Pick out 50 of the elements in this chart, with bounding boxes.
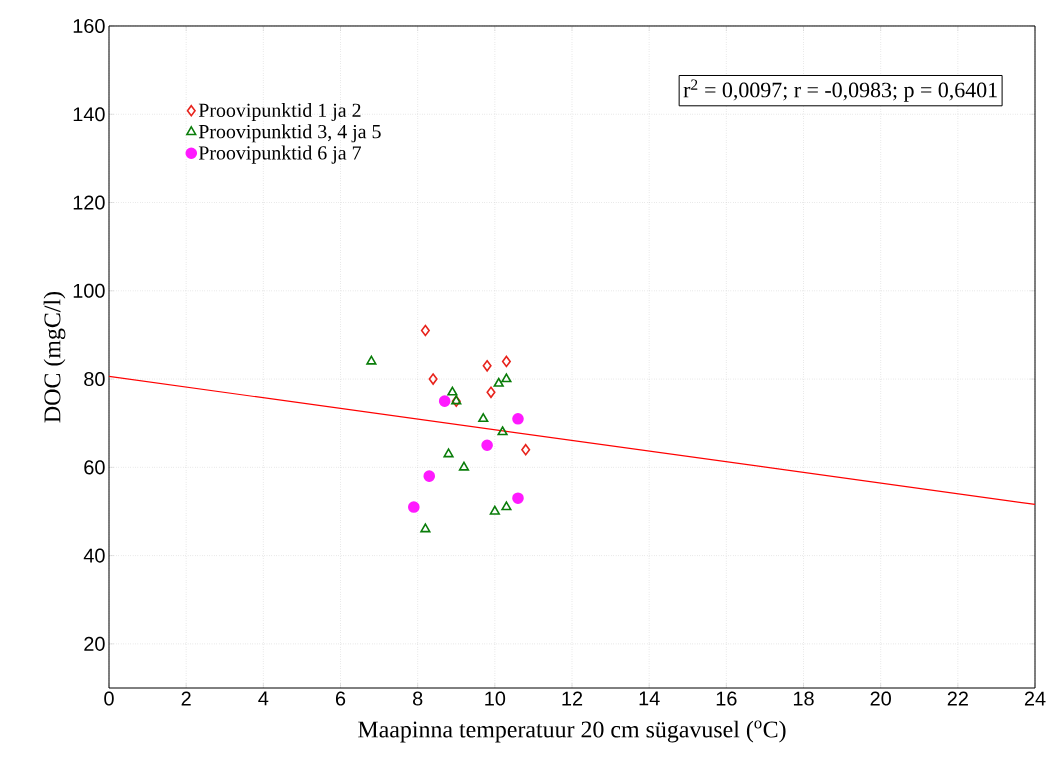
point (447, 386, 458, 396)
point (489, 505, 500, 515)
point (481, 439, 493, 452)
point (501, 501, 512, 511)
y-tick-label: 80 (84, 372, 105, 387)
point (438, 395, 451, 407)
x-tick-label: 4 (258, 691, 269, 706)
point (420, 523, 431, 533)
y-tick-label: 120 (73, 195, 105, 210)
point (501, 355, 511, 368)
point (501, 373, 512, 383)
point (423, 470, 436, 482)
point (366, 355, 377, 365)
x-tick-label: 18 (793, 691, 814, 706)
x-tick-label: 12 (562, 691, 583, 706)
point (420, 324, 430, 337)
legend-label: Proovipunktid 3, 4 ja 5 (198, 124, 381, 143)
x-tick-label: 24 (1024, 691, 1046, 706)
y-tick-label: 100 (73, 283, 105, 298)
point (512, 492, 524, 505)
point (428, 373, 438, 385)
y-tick-label: 60 (84, 460, 105, 475)
point (482, 360, 492, 372)
point (512, 412, 524, 425)
legend-label: Proovipunktid 6 ja 7 (198, 145, 361, 164)
point (478, 412, 489, 423)
y-tick-label: 140 (73, 107, 105, 122)
x-tick-label: 0 (104, 691, 114, 706)
y-tick-label: 20 (84, 636, 105, 651)
x-tick-label: 8 (412, 691, 423, 706)
x-tick-label: 10 (485, 691, 506, 706)
point (408, 501, 420, 513)
y-axis-title: DOC (mgC/l) (43, 291, 66, 423)
legend-label: Proovipunktid 1 ja 2 (198, 102, 361, 122)
x-tick-label: 6 (335, 691, 346, 706)
x-tick-label: 14 (639, 691, 660, 706)
point (443, 448, 454, 458)
y-tick-label: 160 (73, 18, 105, 34)
annotation: r$^{2}$ = 0,0097; r = -0,0983; p = 0,6401 (683, 79, 997, 102)
y-tick-label: 40 (83, 548, 105, 563)
point (486, 386, 496, 399)
point (521, 443, 531, 456)
x-tick-label: 22 (947, 691, 968, 706)
x-axis-title: Maapinna temperatuur 20 cm sügavusel ($^{o}$C) (358, 720, 786, 743)
point (458, 461, 470, 471)
x-tick-label: 20 (870, 691, 891, 706)
point (497, 426, 508, 436)
point (493, 377, 504, 387)
x-tick-label: 16 (716, 691, 737, 706)
x-tick-label: 2 (181, 691, 191, 706)
